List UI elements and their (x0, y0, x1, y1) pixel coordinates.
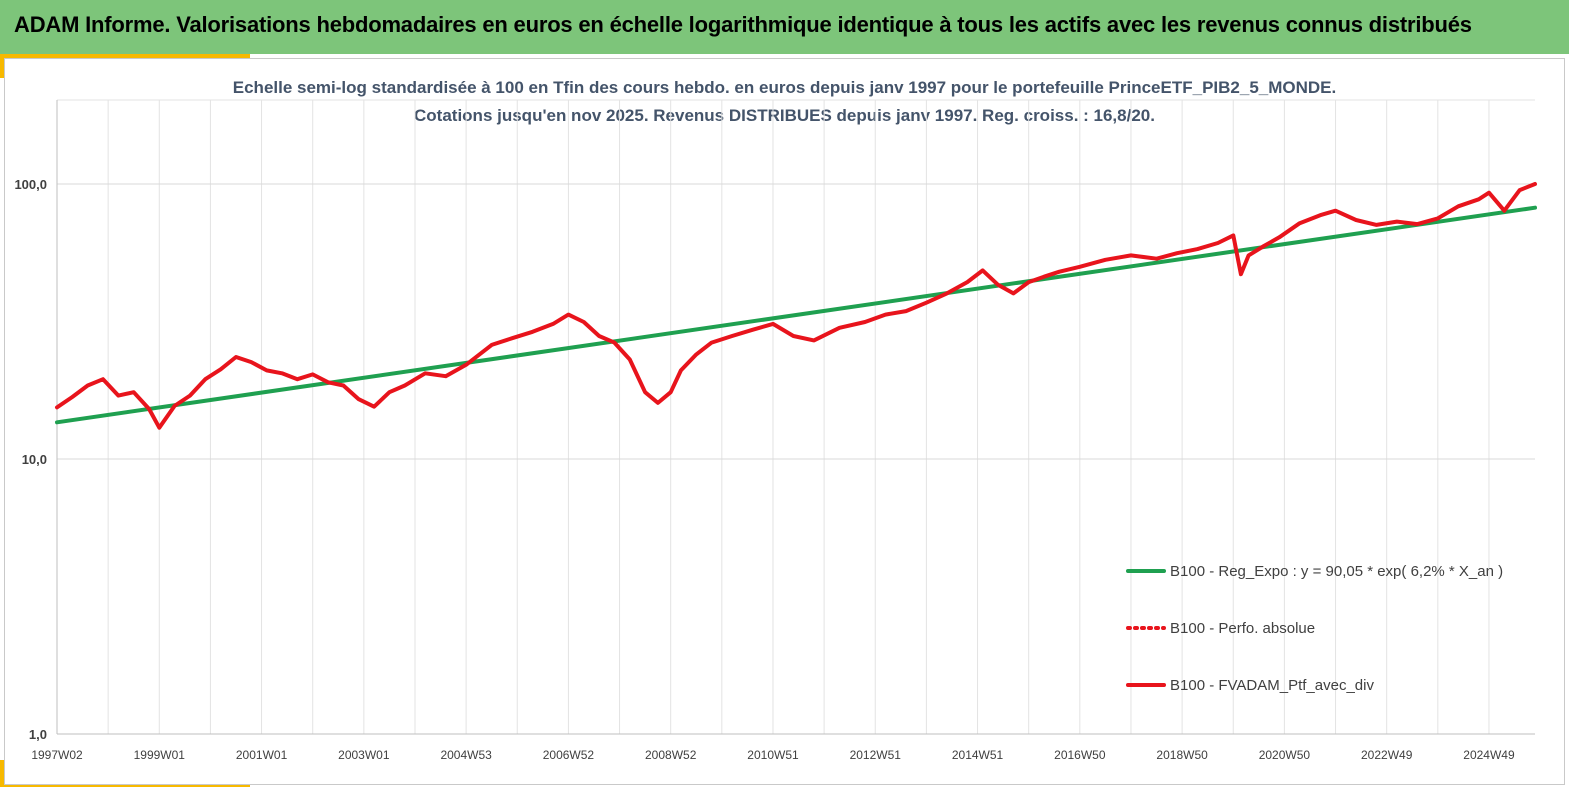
series-line-2 (55, 182, 1537, 430)
x-tick-label: 2003W01 (338, 748, 390, 762)
x-tick-label: 2018W50 (1156, 748, 1208, 762)
series-line-0 (55, 205, 1537, 425)
x-tick-label: 2001W01 (236, 748, 288, 762)
legend-label-0: B100 - Reg_Expo : y = 90,05 * exp( 6,2% … (1170, 563, 1503, 580)
accent-bar-top (0, 54, 250, 60)
x-tick-label: 2022W49 (1361, 748, 1413, 762)
chart-title-line1: Echelle semi-log standardisée à 100 en T… (232, 78, 1337, 97)
chart-frame (4, 58, 1565, 785)
legend-label-1: B100 - Perfo. absolue (1170, 620, 1315, 637)
banner-title: ADAM Informe. Valorisations hebdomadaire… (14, 12, 1472, 37)
x-tick-label: 2014W51 (952, 748, 1004, 762)
y-tick-label: 1,0 (29, 727, 47, 742)
accent-bar-left (0, 54, 6, 78)
x-tick-label: 2006W52 (543, 748, 595, 762)
accent-bar-bottom-left (0, 760, 6, 787)
x-tick-label: 2004W53 (440, 748, 492, 762)
x-tick-label: 1999W01 (134, 748, 186, 762)
legend-label-2: B100 - FVADAM_Ptf_avec_div (1170, 677, 1374, 694)
x-tick-label: 2010W51 (747, 748, 799, 762)
header-banner: ADAM Informe. Valorisations hebdomadaire… (0, 0, 1569, 54)
x-tick-label: 2016W50 (1054, 748, 1106, 762)
chart-title-line2: Cotations jusqu'en nov 2025. Revenus DIS… (414, 106, 1155, 125)
y-tick-label: 100,0 (14, 177, 47, 192)
y-tick-label: 10,0 (22, 452, 47, 467)
x-tick-label: 2008W52 (645, 748, 697, 762)
x-tick-label: 2020W50 (1259, 748, 1311, 762)
x-tick-label: 1997W02 (31, 748, 83, 762)
x-tick-label: 2024W49 (1463, 748, 1515, 762)
x-tick-label: 2012W51 (850, 748, 902, 762)
